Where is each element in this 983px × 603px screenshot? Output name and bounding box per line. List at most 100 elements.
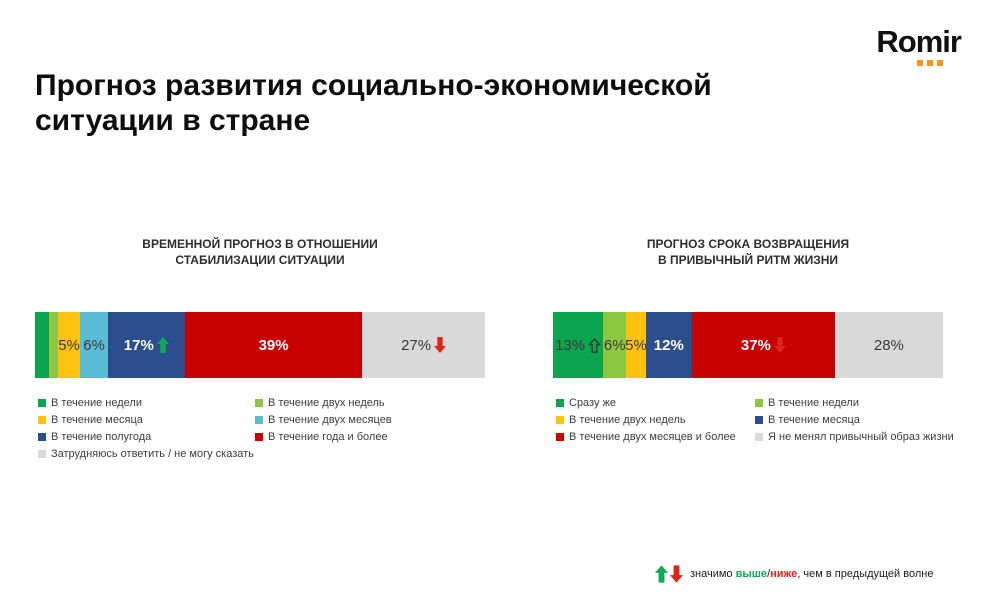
- legend-item: Сразу же: [556, 394, 755, 411]
- legend-label: В течение двух недель: [569, 413, 686, 426]
- legend-item: В течение двух недель: [556, 411, 755, 428]
- bar-segment: 27%: [362, 312, 485, 378]
- bar-segment: 13%: [553, 312, 604, 378]
- legend-swatch: [38, 432, 46, 441]
- page-title: Прогноз развития социально-экономической…: [35, 69, 712, 138]
- legend-label: В течение двух месяцев и более: [569, 430, 736, 443]
- down-arrow-icon: [670, 565, 683, 583]
- chart1-stacked-bar: 5% 6% 17% 39% 27%: [35, 312, 485, 378]
- footnote-separator: /: [767, 568, 771, 580]
- bar-segment: 5%: [625, 312, 647, 378]
- down-arrow-icon: [773, 337, 786, 353]
- romir-logo: Romir: [876, 24, 962, 66]
- logo-dot-icon: [937, 60, 944, 66]
- bar-segment: 37%: [691, 312, 835, 378]
- logo-dot-icon: [927, 60, 934, 66]
- chart1-legend: В течение недели В течение месяца В течени…: [38, 394, 392, 462]
- footnote-up-arrow: [655, 565, 668, 583]
- up-arrow-hollow-icon: [588, 337, 602, 353]
- legend-item: В течение двух месяцев: [255, 411, 392, 428]
- bar-segment-label: 28%: [873, 336, 904, 354]
- legend-swatch: [255, 415, 263, 424]
- legend-swatch: [38, 398, 46, 407]
- bar-segment: 12%: [645, 312, 692, 378]
- footnote-text: значимо выше/ниже, чем в предыдущей волн…: [690, 568, 933, 580]
- bar-segment: 6%: [80, 312, 108, 378]
- bar-segment-label: 13%: [555, 336, 586, 354]
- legend-label: В течение полугода: [51, 430, 152, 443]
- chart1-legend-column-2: В течение двух недель В течение двух меся…: [255, 394, 392, 462]
- chart2-stacked-bar: 13% 6% 5% 12% 37% 28%: [553, 312, 943, 378]
- legend-label: Я не менял привычный образ жизни: [768, 430, 954, 443]
- bar-segment-label: 5%: [625, 336, 647, 354]
- chart1-legend-column-1: В течение недели В течение месяца В течени…: [38, 394, 255, 462]
- chart2-legend-column-1: Сразу же В течение двух недель В течение д…: [556, 394, 755, 445]
- bar-segment: [48, 312, 58, 378]
- romir-logo-dots-icon: [917, 60, 961, 66]
- bar-segment: [35, 312, 49, 378]
- bar-segment: 17%: [107, 312, 185, 378]
- bar-segment-label: 6%: [83, 336, 105, 354]
- chart1-title-line1: ВРЕМЕННОЙ ПРОГНОЗ В ОТНОШЕНИИ: [142, 237, 378, 251]
- legend-label: В течение недели: [51, 396, 142, 409]
- legend-swatch: [38, 449, 46, 458]
- chart1-title: ВРЕМЕННОЙ ПРОГНОЗ В ОТНОШЕНИИ СТАБИЛИЗАЦ…: [35, 237, 485, 268]
- legend-swatch: [556, 432, 564, 441]
- chart1-title-line2: СТАБИЛИЗАЦИИ СИТУАЦИИ: [175, 252, 345, 267]
- legend-swatch: [255, 398, 263, 407]
- up-arrow-icon: [156, 337, 169, 353]
- legend-item: Затрудняюсь ответить / не могу сказать: [38, 445, 255, 462]
- bar-segment-label: 37%: [740, 336, 771, 354]
- legend-label: В течение месяца: [768, 413, 860, 426]
- legend-item: В течение месяца: [38, 411, 255, 428]
- bar-segment: 28%: [834, 312, 943, 378]
- bar-segment: 5%: [57, 312, 81, 378]
- romir-logo-text: Romir: [876, 24, 962, 59]
- legend-item: В течение двух недель: [255, 394, 392, 411]
- legend-swatch: [255, 432, 263, 441]
- legend-label: В течение двух месяцев: [268, 413, 392, 426]
- footnote-suffix: , чем в предыдущей волне: [797, 568, 934, 580]
- bar-segment-label: 17%: [123, 336, 154, 354]
- legend-item: В течение двух месяцев и более: [556, 428, 755, 445]
- chart2-title-line2: В ПРИВЫЧНЫЙ РИТМ ЖИЗНИ: [657, 252, 839, 267]
- legend-swatch: [556, 398, 564, 407]
- footnote-lower-word: ниже: [770, 568, 798, 580]
- up-arrow-icon: [655, 565, 668, 583]
- footnote-down-arrow: [670, 565, 683, 583]
- bar-segment: 39%: [184, 312, 363, 378]
- footnote-prefix: значимо: [690, 568, 736, 580]
- significance-footnote: значимо выше/ниже, чем в предыдущей волн…: [655, 565, 933, 583]
- legend-item: В течение года и более: [255, 428, 392, 445]
- chart2-title-line1: ПРОГНОЗ СРОКА ВОЗВРАЩЕНИЯ: [646, 237, 850, 251]
- legend-label: Затрудняюсь ответить / не могу сказать: [51, 447, 254, 460]
- legend-label: В течение месяца: [51, 413, 143, 426]
- chart2-title: ПРОГНОЗ СРОКА ВОЗВРАЩЕНИЯ В ПРИВЫЧНЫЙ РИ…: [553, 237, 943, 268]
- legend-label: Сразу же: [569, 396, 617, 409]
- legend-swatch: [38, 415, 46, 424]
- legend-item: В течение недели: [38, 394, 255, 411]
- chart2-legend-column-2: В течение недели В течение месяца Я не мен…: [755, 394, 954, 445]
- down-arrow-icon: [434, 337, 447, 353]
- legend-swatch: [755, 415, 763, 424]
- legend-swatch: [755, 398, 763, 407]
- legend-label: В течение недели: [768, 396, 859, 409]
- bar-segment: 6%: [603, 312, 627, 378]
- legend-label: В течение года и более: [268, 430, 388, 443]
- bar-segment-label: 12%: [653, 336, 684, 354]
- legend-item: В течение недели: [755, 394, 954, 411]
- bar-segment-label: 6%: [603, 336, 626, 354]
- bar-segment-label: 27%: [401, 336, 432, 354]
- chart2-legend: Сразу же В течение двух недель В течение д…: [556, 394, 954, 445]
- legend-swatch: [755, 432, 763, 441]
- bar-segment-label: 5%: [58, 336, 80, 354]
- legend-item: В течение месяца: [755, 411, 954, 428]
- legend-swatch: [556, 415, 564, 424]
- legend-label: В течение двух недель: [268, 396, 385, 409]
- legend-item: Я не менял привычный образ жизни: [755, 428, 954, 445]
- bar-segment-label: 39%: [258, 336, 289, 354]
- logo-dot-icon: [917, 60, 924, 66]
- legend-item: В течение полугода: [38, 428, 255, 445]
- footnote-higher-word: выше: [735, 568, 768, 580]
